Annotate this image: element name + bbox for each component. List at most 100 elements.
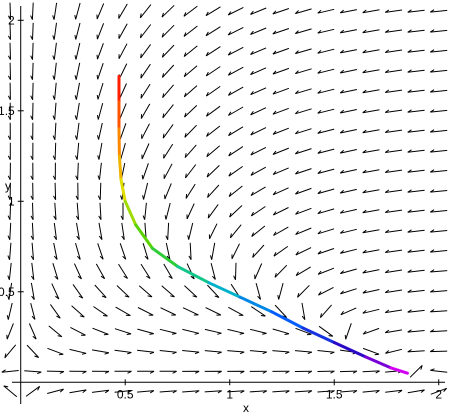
field-arrow <box>93 306 108 317</box>
field-arrow <box>430 89 448 93</box>
trajectory-segment <box>389 366 409 375</box>
field-arrow <box>430 129 448 133</box>
field-arrow <box>339 228 357 234</box>
field-arrow <box>52 82 57 100</box>
field-arrow <box>91 389 110 394</box>
field-arrow <box>138 285 153 298</box>
field-arrow <box>94 284 107 299</box>
field-arrow <box>317 128 335 134</box>
field-arrow <box>362 149 380 154</box>
field-arrow <box>407 229 425 233</box>
field-arrow <box>47 347 64 356</box>
field-arrow <box>409 365 423 378</box>
field-arrow <box>163 263 173 280</box>
field-arrow <box>159 370 177 374</box>
field-arrow <box>250 127 267 136</box>
field-arrow <box>317 350 335 355</box>
field-arrow <box>362 308 380 314</box>
field-arrow <box>182 370 200 374</box>
field-arrow <box>25 385 41 397</box>
field-arrow <box>96 82 104 100</box>
field-arrow <box>228 126 244 137</box>
field-arrow <box>7 222 12 241</box>
field-arrow <box>340 288 357 295</box>
field-arrow <box>294 148 312 155</box>
field-arrow <box>339 370 358 374</box>
field-arrow <box>53 182 57 201</box>
field-arrow <box>339 268 357 275</box>
field-arrow <box>250 186 266 197</box>
x-tick-label: 1.5 <box>326 387 343 401</box>
field-arrow <box>317 28 335 34</box>
field-arrow <box>250 206 266 217</box>
field-arrow <box>362 249 380 254</box>
field-arrow <box>407 9 425 13</box>
field-arrow <box>407 189 425 193</box>
field-arrow <box>407 209 425 213</box>
field-arrow <box>161 44 175 58</box>
field-arrow <box>294 68 312 75</box>
field-arrow <box>52 2 58 20</box>
field-arrow <box>207 184 220 198</box>
field-arrow <box>30 122 34 141</box>
field-arrow <box>317 68 335 74</box>
field-arrow <box>294 370 313 374</box>
field-arrow <box>407 49 425 53</box>
field-arrow <box>294 28 312 35</box>
field-arrow <box>115 306 131 316</box>
field-arrow <box>30 302 36 320</box>
field-arrow <box>7 142 11 161</box>
field-arrow <box>97 122 103 140</box>
field-arrow <box>164 202 171 220</box>
field-arrow <box>163 163 173 180</box>
field-arrow <box>319 304 332 319</box>
field-arrow <box>430 368 448 373</box>
field-arrow <box>430 209 448 213</box>
field-arrow <box>97 142 103 160</box>
field-arrow <box>164 183 172 200</box>
field-arrow <box>204 370 222 374</box>
field-arrow <box>74 62 81 80</box>
field-arrow <box>182 307 199 316</box>
field-arrow <box>30 262 35 280</box>
field-arrow <box>407 169 425 173</box>
field-arrow <box>430 29 448 33</box>
field-arrow <box>75 202 80 221</box>
field-arrow <box>52 102 57 120</box>
x-axis-label: x <box>243 401 249 415</box>
trajectory-segment <box>176 264 211 285</box>
field-arrow <box>317 390 335 394</box>
field-arrow <box>227 328 245 335</box>
field-arrow <box>407 109 425 113</box>
field-arrow <box>339 29 357 34</box>
field-arrow <box>52 62 57 80</box>
y-axis-label: y <box>5 179 11 193</box>
field-arrow <box>339 49 357 54</box>
field-arrow <box>362 289 380 294</box>
field-arrow <box>430 9 448 13</box>
field-arrow <box>52 22 57 40</box>
x-tick-label: 2 <box>435 387 442 401</box>
field-arrow <box>301 302 306 320</box>
field-arrow <box>30 42 34 60</box>
field-arrow <box>344 323 352 340</box>
field-arrow <box>407 129 425 133</box>
field-arrow <box>250 67 267 76</box>
field-arrow <box>162 124 174 139</box>
field-arrow <box>96 43 104 60</box>
field-arrow <box>160 307 177 316</box>
field-arrow <box>407 149 425 153</box>
field-arrow <box>339 89 358 94</box>
field-arrow <box>75 242 81 260</box>
field-arrow <box>407 69 425 73</box>
field-arrow <box>274 264 288 278</box>
field-arrow <box>294 88 312 95</box>
field-arrow <box>205 26 221 37</box>
field-arrow <box>407 89 425 93</box>
field-arrow <box>142 182 149 200</box>
trajectory-segment <box>207 281 242 299</box>
field-arrow <box>121 222 125 240</box>
field-arrow <box>184 285 198 298</box>
field-arrow <box>250 87 267 96</box>
field-arrow <box>272 370 290 374</box>
